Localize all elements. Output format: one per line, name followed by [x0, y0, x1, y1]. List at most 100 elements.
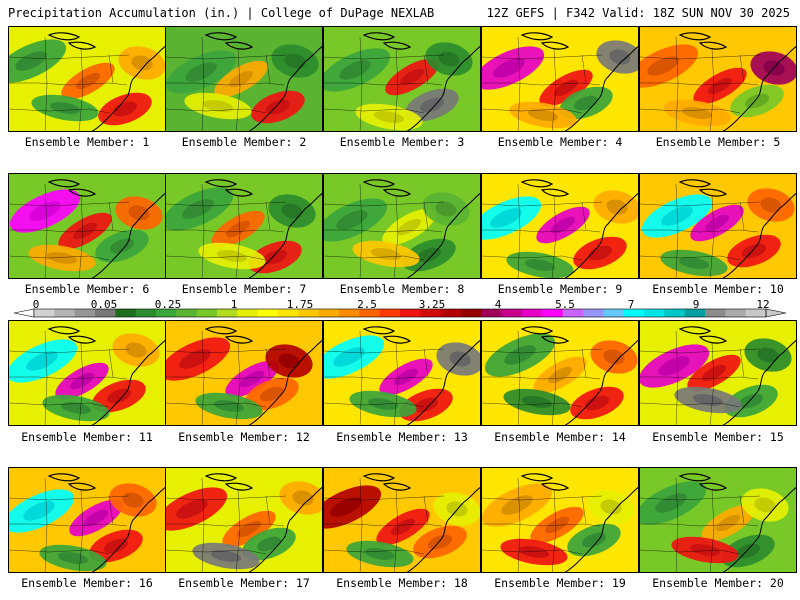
coastline [564, 192, 638, 278]
member-caption: Ensemble Member: 7 [181, 282, 307, 296]
member-map-6 [8, 173, 166, 279]
member-map-16 [8, 467, 166, 573]
member-map-15 [639, 320, 797, 426]
member-caption: Ensemble Member: 9 [497, 282, 623, 296]
precip-core [581, 532, 607, 548]
member-caption: Ensemble Member: 14 [494, 430, 626, 444]
colorbar-swatch [440, 309, 462, 317]
precip-core [738, 393, 764, 409]
colorbar-swatch [583, 309, 604, 317]
precip-core [70, 372, 94, 390]
state-borders [324, 183, 445, 278]
precip-core [524, 259, 556, 271]
map-title: Precipitation Accumulation (in.) | Colle… [8, 6, 435, 20]
state-borders [640, 477, 761, 572]
member-caption: Ensemble Member: 4 [497, 135, 623, 149]
coastline [91, 486, 165, 572]
member-caption: Ensemble Member: 16 [21, 576, 153, 590]
state-borders [640, 183, 761, 278]
colorbar-tick-label: 1 [230, 298, 238, 311]
member-caption: Ensemble Member: 13 [336, 430, 468, 444]
colorbar-swatch [176, 309, 198, 317]
precip-core [281, 203, 303, 219]
colorbar-swatch [684, 309, 706, 317]
precip-core [518, 546, 550, 558]
precip-core [60, 402, 92, 414]
colorbar-swatch [725, 309, 747, 317]
member-map-20 [639, 467, 797, 573]
colorbar-swatch [400, 309, 421, 317]
precip-core [658, 356, 690, 376]
precip-core [678, 257, 710, 269]
precip-core [26, 351, 58, 371]
precip-core [185, 62, 217, 82]
member-caption: Ensemble Member: 20 [652, 576, 784, 590]
member-caption: Ensemble Member: 19 [494, 576, 626, 590]
state-borders [9, 36, 130, 131]
colorbar-swatch [644, 309, 665, 317]
colorbar-swatch [745, 309, 767, 317]
precip-core [176, 499, 208, 519]
precip-core [554, 79, 578, 97]
member-map-3 [323, 26, 481, 132]
colorbar-swatch [562, 309, 584, 317]
great-lakes [47, 473, 97, 491]
precip-core [527, 109, 559, 121]
precip-core [551, 216, 575, 234]
colorbar-swatch [339, 309, 360, 317]
coastline [722, 192, 796, 278]
great-lakes [362, 326, 412, 344]
precip-core [606, 199, 628, 215]
coastline [91, 339, 165, 425]
precip-field [482, 174, 638, 278]
member-map-9 [481, 173, 639, 279]
great-lakes [47, 326, 97, 344]
precip-core [292, 490, 314, 506]
colorbar-tick-label: 12 [756, 298, 770, 311]
great-lakes [520, 473, 570, 491]
precip-core [493, 58, 525, 78]
precip-core [226, 220, 250, 238]
precip-field [166, 174, 322, 278]
member-caption: Ensemble Member: 3 [339, 135, 465, 149]
precip-core [210, 550, 242, 562]
member-map-19 [481, 467, 639, 573]
precip-core [256, 536, 282, 552]
colorbar-swatch [501, 309, 523, 317]
coastline [564, 339, 638, 425]
member-map-10 [639, 173, 797, 279]
member-caption: Ensemble Member: 10 [652, 282, 784, 296]
precip-core [735, 543, 761, 559]
precip-core [754, 497, 776, 513]
colorbar-swatch [522, 309, 543, 317]
great-lakes [47, 179, 97, 197]
precip-core [702, 364, 726, 382]
precip-core [394, 368, 418, 386]
colorbar-tick-label: 0.05 [90, 298, 118, 311]
colorbar-swatch [115, 309, 137, 317]
precip-core [333, 347, 365, 367]
colorbar-swatch [237, 309, 259, 317]
precip-core [49, 102, 81, 114]
great-lakes [678, 326, 728, 344]
precip-field [9, 468, 165, 572]
member-caption: Ensemble Member: 17 [178, 576, 310, 590]
precip-core [240, 370, 264, 388]
colorbar-swatch [278, 309, 299, 317]
precip-core [125, 342, 147, 358]
precip-core [757, 347, 779, 363]
member-map-4 [481, 26, 639, 132]
state-borders [166, 330, 287, 425]
precip-core [504, 345, 536, 365]
colorbar-swatch [623, 309, 645, 317]
precip-core [435, 201, 457, 217]
great-lakes [204, 473, 254, 491]
precip-core [548, 366, 572, 384]
precip-core [521, 396, 553, 408]
precip-field [324, 468, 480, 572]
state-borders [9, 183, 130, 278]
state-borders [640, 36, 761, 131]
colorbar-swatch [664, 309, 686, 317]
colorbar-swatch [54, 309, 76, 317]
precip-core [661, 206, 693, 226]
